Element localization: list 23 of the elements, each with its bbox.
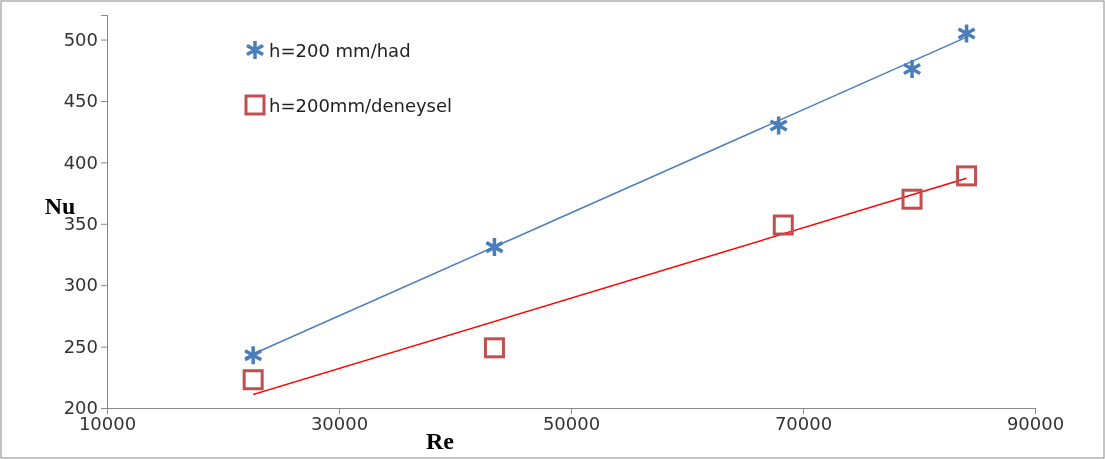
point (772, 214, 794, 236)
point (243, 344, 264, 366)
y-tick-label: 450 (63, 90, 98, 112)
point (956, 22, 977, 45)
point (484, 236, 505, 258)
x-tick-label: 30000 (310, 412, 369, 434)
x-axis-title: Re (426, 428, 455, 454)
point (242, 369, 264, 391)
y-tick-label: 350 (63, 213, 98, 235)
legend-label: h=200mm/deneysel (269, 95, 453, 116)
point (956, 165, 978, 187)
point (901, 188, 923, 210)
point (902, 58, 922, 80)
y-tick-label: 500 (63, 28, 98, 50)
x-tick-label: 70000 (774, 412, 833, 434)
point (768, 114, 789, 137)
x-tick-label: 50000 (542, 412, 601, 434)
point (483, 337, 505, 359)
y-tick-label: 250 (63, 335, 98, 357)
y-tick-label: 300 (63, 274, 98, 296)
x-tick-label: 90000 (1006, 412, 1065, 434)
legend-label: h=200 mm/had (269, 40, 411, 61)
y-tick-label: 400 (63, 151, 98, 173)
